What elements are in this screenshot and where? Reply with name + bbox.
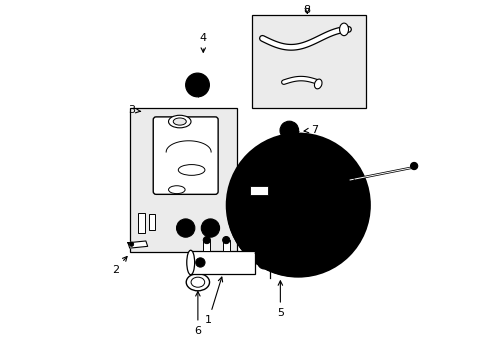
Ellipse shape bbox=[168, 186, 185, 194]
Ellipse shape bbox=[314, 79, 322, 89]
Circle shape bbox=[280, 121, 298, 140]
Ellipse shape bbox=[339, 23, 348, 36]
Circle shape bbox=[176, 219, 194, 237]
Ellipse shape bbox=[173, 118, 186, 125]
Circle shape bbox=[205, 223, 215, 233]
Circle shape bbox=[180, 223, 190, 233]
Bar bbox=[249, 186, 267, 195]
Circle shape bbox=[129, 242, 133, 246]
Circle shape bbox=[257, 256, 270, 269]
Bar bbox=[222, 240, 229, 251]
Bar bbox=[190, 251, 255, 274]
Text: 1: 1 bbox=[205, 277, 222, 325]
Text: 6: 6 bbox=[194, 292, 201, 336]
Bar bbox=[251, 15, 366, 108]
Ellipse shape bbox=[186, 274, 209, 291]
Circle shape bbox=[190, 78, 204, 92]
Circle shape bbox=[203, 237, 210, 244]
Ellipse shape bbox=[191, 277, 204, 287]
Ellipse shape bbox=[168, 115, 191, 128]
Text: 7: 7 bbox=[304, 125, 317, 135]
Bar bbox=[138, 213, 144, 233]
Circle shape bbox=[185, 73, 209, 97]
Text: 4: 4 bbox=[199, 33, 206, 52]
Circle shape bbox=[201, 219, 219, 237]
Text: 3: 3 bbox=[128, 105, 141, 115]
Bar bbox=[129, 108, 237, 252]
Bar bbox=[149, 215, 155, 230]
Circle shape bbox=[290, 198, 305, 212]
Circle shape bbox=[410, 162, 417, 170]
Circle shape bbox=[222, 237, 229, 244]
Text: 2: 2 bbox=[112, 257, 127, 275]
Polygon shape bbox=[128, 241, 147, 248]
Circle shape bbox=[226, 134, 369, 277]
Circle shape bbox=[341, 172, 357, 188]
Text: 8: 8 bbox=[303, 5, 310, 15]
Ellipse shape bbox=[186, 250, 194, 275]
Bar bbox=[203, 240, 210, 251]
Ellipse shape bbox=[178, 165, 204, 175]
Text: 5: 5 bbox=[276, 281, 283, 318]
Circle shape bbox=[195, 258, 204, 267]
FancyBboxPatch shape bbox=[153, 117, 218, 194]
